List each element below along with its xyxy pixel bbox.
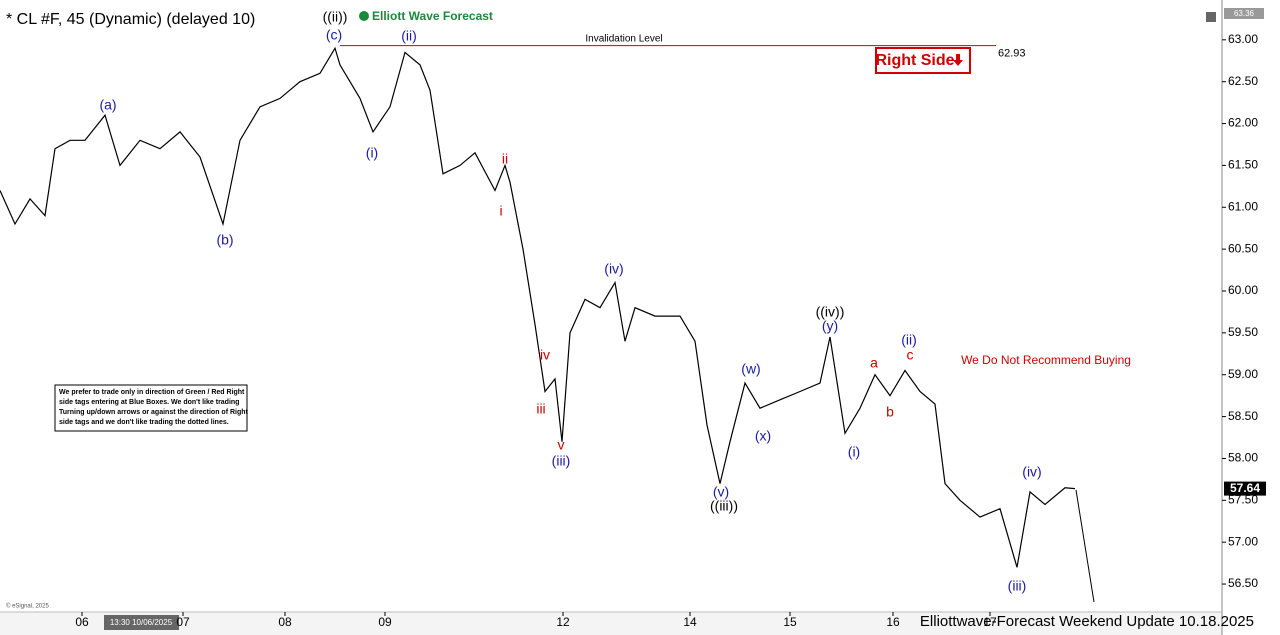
x-tick-label: 07 xyxy=(176,615,190,629)
top-price: 63.36 xyxy=(1234,9,1255,18)
y-tick-label: 62.00 xyxy=(1228,116,1258,130)
wave-label: b xyxy=(886,404,894,420)
wave-label: (x) xyxy=(755,428,771,444)
x-tick-label: 14 xyxy=(683,615,697,629)
disclaimer-line: Turning up/down arrows or against the di… xyxy=(59,409,249,416)
chart-title: * CL #F, 45 (Dynamic) (delayed 10) xyxy=(6,11,255,28)
wave-label: (ii) xyxy=(901,332,917,348)
y-tick-label: 58.50 xyxy=(1228,409,1258,423)
right-side: Right Side xyxy=(875,52,954,69)
wave-label: (a) xyxy=(99,97,116,113)
y-tick-label: 59.50 xyxy=(1228,325,1258,339)
wave-label: iii xyxy=(536,401,545,417)
x-tick-label: 16 xyxy=(886,615,900,629)
x-tick-label: 09 xyxy=(378,615,392,629)
wave-label: (w) xyxy=(741,361,760,377)
disclaimer-line: side tags and we don't like trading the … xyxy=(59,419,229,426)
y-tick-label: 57.50 xyxy=(1228,492,1258,506)
y-tick-label: 61.50 xyxy=(1228,158,1258,172)
wave-label: (iii) xyxy=(1008,578,1027,594)
wave-label: (i) xyxy=(366,145,378,161)
invalidation-value: 62.93 xyxy=(998,48,1026,60)
wave-label: (c) xyxy=(326,27,342,43)
x-tick-label: 06 xyxy=(75,615,89,629)
brand: Elliott Wave Forecast xyxy=(372,9,493,23)
wave-label: ii xyxy=(502,151,508,167)
x-tick-label: 17 xyxy=(983,615,997,629)
wave-label: (y) xyxy=(822,318,838,334)
x-tick-label: 12 xyxy=(556,615,570,629)
wave-label: ((iv)) xyxy=(816,304,845,320)
top-price-box xyxy=(1224,8,1264,19)
wave-label: (b) xyxy=(216,232,233,248)
brand-logo xyxy=(359,11,369,21)
time-axis-band xyxy=(0,612,1222,635)
copyright: © eSignal, 2025 xyxy=(6,603,49,610)
y-tick-label: 58.00 xyxy=(1228,451,1258,465)
wave-label: i xyxy=(499,203,502,219)
wave-label: ((iii)) xyxy=(710,498,738,514)
y-tick-label: 60.00 xyxy=(1228,283,1258,297)
disclaimer-line: We prefer to trade only in direction of … xyxy=(59,389,245,396)
wave-label: (i) xyxy=(848,444,860,460)
y-tick-label: 56.50 xyxy=(1228,576,1258,590)
y-tick-label: 60.50 xyxy=(1228,241,1258,255)
footer: Elliottwave-Forecast Weekend Update 10.1… xyxy=(920,613,1254,630)
x-tick-label: 15 xyxy=(783,615,797,629)
y-tick-label: 59.00 xyxy=(1228,367,1258,381)
last-price: 57.64 xyxy=(1230,481,1260,495)
wave-label: v xyxy=(558,437,565,453)
last-price-box xyxy=(1224,481,1266,496)
wave-label: (v) xyxy=(713,484,729,500)
x-tick-label: 08 xyxy=(278,615,292,629)
y-tick-label: 57.00 xyxy=(1228,534,1258,548)
wave-label: (iii) xyxy=(552,453,571,469)
wave-label: a xyxy=(870,355,878,371)
price-line xyxy=(0,46,1076,568)
y-tick-label: 63.00 xyxy=(1228,32,1258,46)
note: We Do Not Recommend Buying xyxy=(961,353,1131,367)
cursor-time: 13:30 10/06/2025 xyxy=(110,618,173,627)
disclaimer-line: side tags entering at Blue Boxes. We don… xyxy=(59,399,239,406)
disclaimer-box xyxy=(54,384,248,432)
y-tick-label: 61.00 xyxy=(1228,199,1258,213)
panel-icon[interactable] xyxy=(1206,12,1216,22)
invalidation-label: Invalidation Level xyxy=(585,33,662,44)
wave-label: (iv) xyxy=(604,261,623,277)
wave-label: iv xyxy=(540,347,550,363)
wave-label: c xyxy=(907,347,914,363)
cursor-time-box xyxy=(104,615,179,630)
wave-label: (ii) xyxy=(401,28,417,44)
projection-line xyxy=(1075,489,1095,603)
y-tick-label: 62.50 xyxy=(1228,74,1258,88)
wave-label: ((ii)) xyxy=(323,9,348,25)
wave-label: (iv) xyxy=(1022,464,1041,480)
down-arrow xyxy=(953,54,963,66)
